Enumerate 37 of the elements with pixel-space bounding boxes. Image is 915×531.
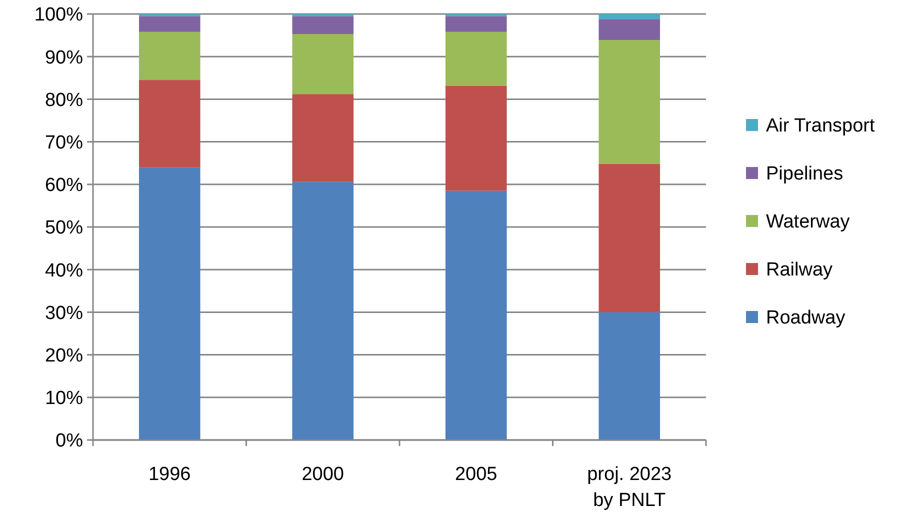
bar — [445, 32, 507, 86]
bar — [445, 16, 507, 32]
y-tick-label: 10% — [44, 388, 84, 410]
bar — [292, 182, 354, 440]
bar — [138, 167, 200, 440]
y-tick-label: 80% — [44, 90, 84, 111]
bar — [598, 40, 660, 164]
bar — [598, 14, 660, 20]
x-tick-label: 2000 — [302, 464, 344, 485]
bar — [292, 34, 354, 94]
legend-label: Railway — [766, 260, 834, 281]
y-tick-label: 40% — [44, 260, 84, 282]
x-tick-label: 2005 — [454, 464, 498, 485]
bar — [292, 16, 354, 34]
y-tick-label: 100% — [34, 4, 84, 26]
bar — [445, 86, 507, 191]
y-tick-label: 60% — [44, 175, 84, 196]
bar — [598, 19, 660, 40]
bar — [598, 312, 660, 440]
y-tick-label: 70% — [44, 132, 84, 154]
bar — [138, 16, 200, 32]
legend-label: Roadway — [766, 308, 846, 329]
bar — [598, 164, 660, 312]
y-tick-label: 30% — [44, 302, 84, 324]
legend-label: Waterway — [766, 212, 850, 233]
y-tick-label: 90% — [44, 47, 84, 68]
y-tick-label: 0% — [56, 430, 84, 452]
bar — [445, 190, 507, 440]
bar — [138, 32, 200, 80]
x-tick-label: proj. 2023 by PNLT — [587, 464, 672, 511]
legend-label: Pipelines — [766, 164, 844, 185]
y-tick-label: 50% — [44, 218, 84, 239]
legend-label: Air Transport — [766, 116, 876, 137]
bar — [292, 94, 354, 182]
x-tick-label: 1996 — [148, 464, 191, 485]
bar — [138, 80, 200, 168]
y-tick-label: 20% — [44, 345, 84, 366]
